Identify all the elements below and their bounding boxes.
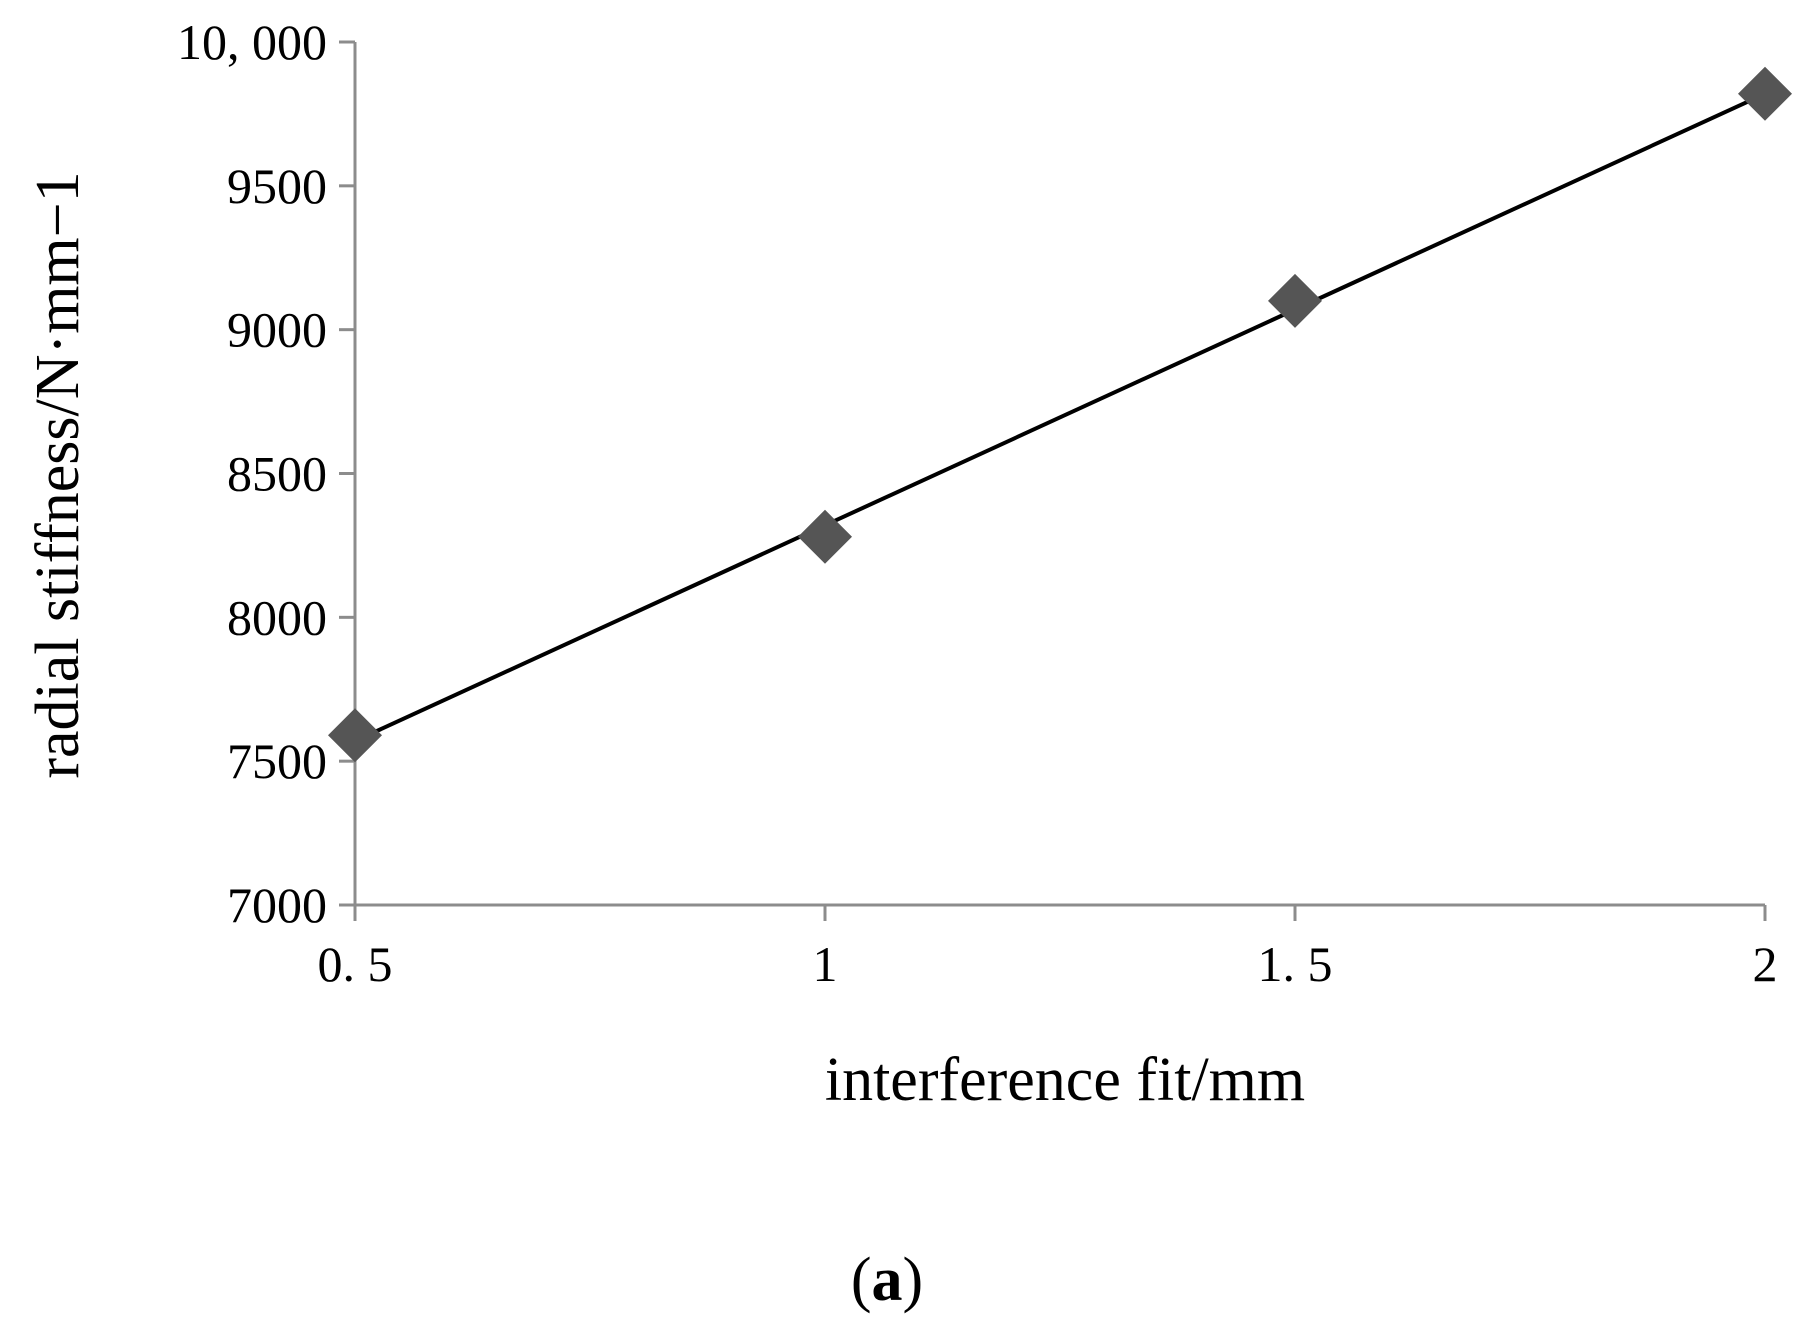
caption-open-paren: ( (851, 1246, 872, 1314)
trendline-layer (354, 91, 1766, 743)
y-axis-label: radial stiffness/N·mm−1 (24, 171, 92, 778)
trendline (354, 91, 1766, 743)
x-axis-label: interference fit/mm (825, 1046, 1305, 1114)
data-point-diamond (328, 708, 382, 763)
data-point-diamond (1268, 273, 1322, 328)
y-tick-label: 8500 (227, 446, 327, 502)
axes (353, 42, 1765, 907)
data-point-diamond (1738, 66, 1792, 121)
data-point-diamond (798, 509, 852, 564)
y-tick-label: 9000 (227, 302, 327, 358)
y-tick-label: 7500 (227, 733, 327, 789)
x-axis-ticks: 0. 5 1 1. 5 2 (318, 905, 1778, 992)
x-tick-label: 1. 5 (1258, 936, 1333, 992)
y-tick-label: 7000 (227, 877, 327, 933)
y-tick-label: 9500 (227, 158, 327, 214)
caption-letter: a (872, 1246, 903, 1314)
caption-close-paren: ) (903, 1246, 924, 1314)
y-axis-ticks: 7000 7500 8000 8500 9000 9500 10, 000 (177, 14, 355, 933)
y-tick-label: 10, 000 (177, 14, 327, 70)
x-tick-label: 0. 5 (318, 936, 393, 992)
figure-caption: (a) (851, 1246, 923, 1314)
x-tick-label: 1 (813, 936, 838, 992)
y-tick-label: 8000 (227, 589, 327, 645)
x-tick-label: 2 (1753, 936, 1778, 992)
data-points (328, 66, 1792, 763)
